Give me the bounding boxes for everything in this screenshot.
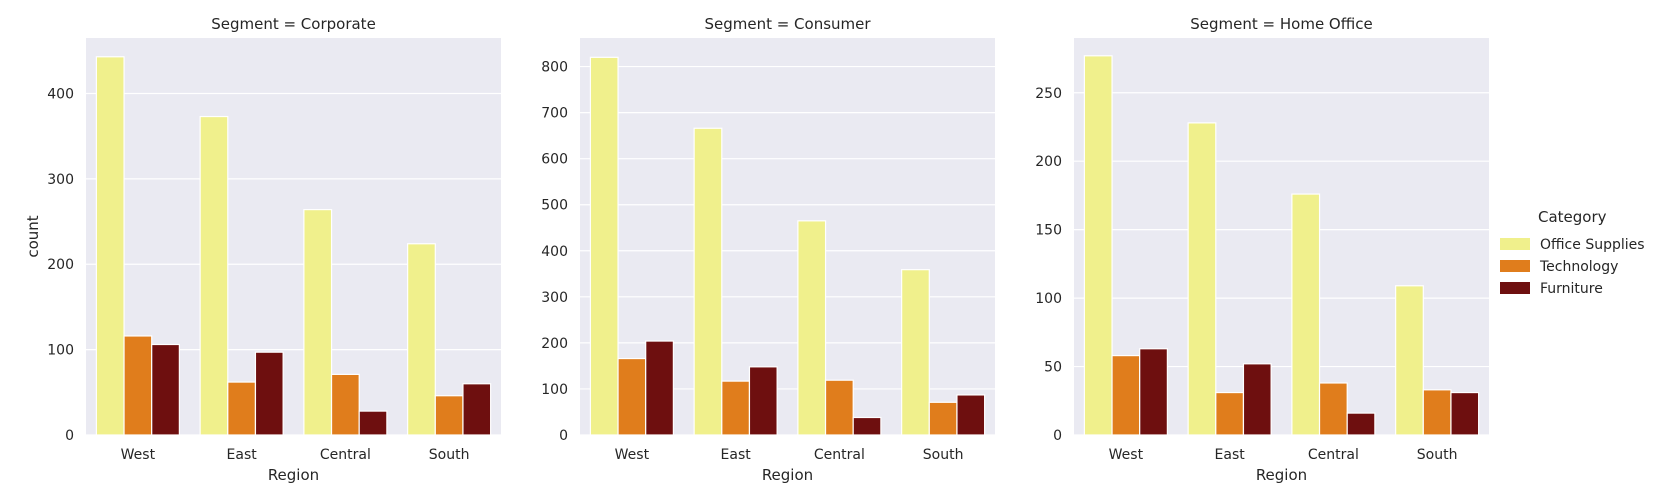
- bar-office-supplies-central: [303, 209, 333, 436]
- y-tick-label: 0: [1053, 428, 1062, 444]
- y-tick-label: 250: [1035, 86, 1062, 102]
- x-tick-label: East: [721, 447, 752, 463]
- bar-office-supplies-west: [95, 56, 125, 436]
- bar-technology-west: [1111, 355, 1141, 436]
- x-tick-label: East: [1215, 447, 1246, 463]
- panel-title: Segment = Home Office: [1190, 15, 1372, 33]
- bar-furniture-central: [1346, 412, 1376, 436]
- y-tick-label: 200: [1035, 154, 1062, 170]
- panel-1: 0 100 200 300 400 West East Central South Segment…: [24, 15, 501, 484]
- bar-furniture-east: [748, 366, 778, 436]
- y-tick-label: 700: [541, 106, 568, 122]
- bar-office-supplies-west: [589, 56, 619, 436]
- x-tick-label: South: [429, 447, 470, 463]
- x-tick-label: West: [121, 447, 156, 463]
- y-tick-label: 500: [541, 198, 568, 214]
- bar-technology-south: [1422, 389, 1452, 436]
- x-axis-label: Region: [1256, 466, 1307, 484]
- y-tick-label: 400: [47, 86, 74, 102]
- bar-furniture-central: [852, 416, 882, 436]
- bar-furniture-south: [462, 383, 492, 436]
- y-tick-label: 300: [47, 172, 74, 188]
- bar-technology-central: [1318, 382, 1348, 436]
- bar-office-supplies-south: [901, 269, 930, 436]
- bar-furniture-east: [254, 351, 284, 436]
- y-tick-label: 0: [65, 428, 74, 444]
- bar-furniture-central: [358, 410, 388, 436]
- y-tick-label: 300: [541, 290, 568, 306]
- legend-swatch-furniture: [1500, 282, 1530, 294]
- bar-office-supplies-east: [199, 115, 229, 436]
- x-tick-label: East: [227, 447, 258, 463]
- bar-furniture-south: [956, 394, 986, 436]
- y-tick-label: 200: [541, 336, 568, 352]
- bar-office-supplies-west: [1083, 55, 1113, 436]
- legend: Category Office Supplies Technology Furnit…: [1500, 208, 1645, 297]
- bar-technology-west: [123, 335, 153, 436]
- bar-technology-south: [928, 401, 958, 436]
- x-tick-label: West: [615, 447, 650, 463]
- panel-2: 0 100 200 300 400 500 600 700 800 West East Central…: [541, 15, 995, 484]
- bar-technology-central: [330, 373, 360, 436]
- x-tick-label: West: [1109, 447, 1144, 463]
- y-tick-label: 100: [47, 343, 74, 359]
- bar-office-supplies-east: [693, 127, 723, 436]
- x-tick-label: South: [1417, 447, 1458, 463]
- panel-title: Segment = Consumer: [704, 15, 871, 33]
- bar-office-supplies-south: [1395, 285, 1424, 436]
- legend-label: Furniture: [1540, 281, 1603, 297]
- bar-technology-east: [227, 381, 257, 436]
- legend-swatch-technology: [1500, 260, 1530, 272]
- bar-furniture-south: [1450, 391, 1480, 436]
- bar-technology-west: [617, 357, 647, 436]
- legend-label: Office Supplies: [1540, 237, 1645, 253]
- bar-furniture-west: [151, 343, 180, 436]
- legend-items: Office Supplies Technology Furniture: [1500, 237, 1645, 297]
- bar-furniture-west: [1139, 348, 1168, 436]
- x-tick-label: Central: [320, 447, 371, 463]
- y-tick-label: 800: [541, 60, 568, 76]
- chart-panels: 0 100 200 300 400 West East Central South Segment…: [24, 15, 1489, 484]
- bar-technology-central: [824, 379, 854, 436]
- y-tick-label: 100: [1035, 291, 1062, 307]
- x-tick-label: Central: [1308, 447, 1359, 463]
- x-axis-label: Region: [268, 466, 319, 484]
- y-tick-label: 150: [1035, 223, 1062, 239]
- y-tick-label: 50: [1044, 360, 1062, 376]
- bar-technology-east: [1215, 391, 1245, 436]
- panel-title: Segment = Corporate: [211, 15, 376, 33]
- y-tick-label: 600: [541, 152, 568, 168]
- y-tick-label: 400: [541, 244, 568, 260]
- y-tick-label: 100: [541, 382, 568, 398]
- legend-swatch-office-supplies: [1500, 238, 1530, 250]
- bar-office-supplies-south: [407, 243, 436, 436]
- y-tick-label: 0: [559, 428, 568, 444]
- bar-office-supplies-central: [797, 220, 827, 436]
- legend-label: Technology: [1539, 259, 1618, 275]
- legend-title: Category: [1538, 208, 1607, 226]
- x-axis-label: Region: [762, 466, 813, 484]
- x-tick-label: South: [923, 447, 964, 463]
- bar-furniture-east: [1242, 363, 1272, 436]
- x-tick-label: Central: [814, 447, 865, 463]
- bar-office-supplies-central: [1291, 193, 1321, 436]
- bar-office-supplies-east: [1187, 122, 1217, 436]
- y-tick-label: 200: [47, 257, 74, 273]
- bar-technology-south: [434, 395, 464, 436]
- y-axis-label: count: [24, 215, 42, 257]
- panel-3: 0 50 100 150 200 250 West East Central South Segme…: [1035, 15, 1489, 484]
- bar-furniture-west: [645, 340, 674, 436]
- bar-technology-east: [721, 380, 751, 436]
